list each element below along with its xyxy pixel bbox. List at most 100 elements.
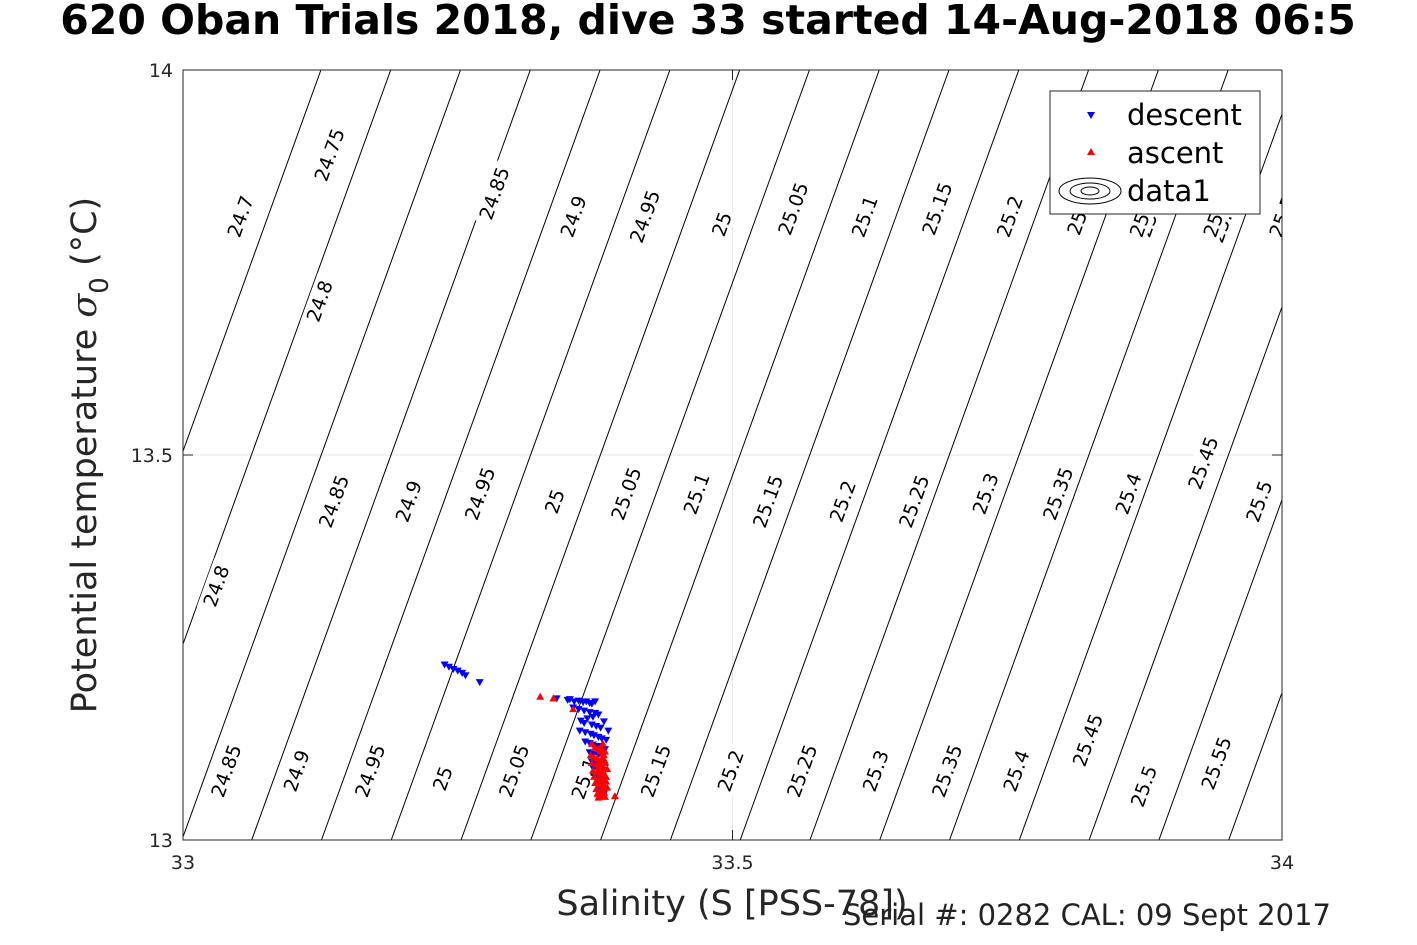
contour-label-bg [492,737,535,805]
contour-label-bg [845,188,884,245]
legend-descent-marker [1087,112,1095,119]
y-tick-label: 14 [149,60,173,82]
ascent-point [602,772,611,780]
density-contour-25.1 [600,70,880,840]
ascent-point [549,694,558,702]
contour-label-bg [823,473,862,530]
density-contour-24.8 [183,70,461,839]
contour-label-bg [220,188,260,245]
legend-contour-icon [1058,177,1122,205]
contour-label-bg [539,483,570,519]
axis-ticks: 33 33.5 34 13 13.5 14 [131,60,1294,874]
contour-label-bg [746,467,789,535]
contour-label-bg [1262,188,1282,245]
descent-point [583,715,592,723]
density-contour-25.05 [530,70,810,840]
ascent-point [596,778,605,786]
contour-label-bg [1124,757,1163,815]
contour-label-bg [1108,465,1148,522]
contour-label-bg [623,182,666,250]
x-axis-label: Salinity (S [PSS-78]) [556,884,907,924]
contour-label-bg [458,459,501,528]
legend: descent ascent data1 [1049,90,1261,215]
ascent-point [569,705,578,713]
descent-point [599,718,608,726]
contour-label-bg [1036,459,1079,528]
legend-ascent-marker [1087,148,1095,155]
contour-label-bg [915,175,959,243]
descent-point [594,711,603,719]
descent-point [453,667,462,675]
contour-label-bg [277,742,316,799]
density-contour-25.6 [1298,70,1417,840]
contour-label-bg [204,737,248,805]
contour-label-bg [472,159,516,227]
descent-point [461,672,470,680]
descent-point [585,709,594,717]
ascent-point [596,743,605,751]
density-contour-25.15 [669,70,950,840]
y-tick-label: 13.5 [131,445,173,467]
ascent-point [598,739,607,747]
contour-label-bg [1194,729,1238,797]
contour-label-bg [677,465,716,522]
contour-label-bg [300,272,339,330]
density-contour-24.9 [321,70,601,840]
legend-descent-label: descent [1127,98,1242,132]
density-contour-25.45 [1088,305,1282,840]
descent-point [440,661,449,669]
contour-label: 25.2 [823,473,862,530]
y-axis-label-unit: (°C) [65,197,105,277]
ascent-point [599,751,608,759]
series-ascent [536,692,619,801]
x-tick-label: 33.5 [711,852,753,874]
figure-title: 620 Oban Trials 2018, dive 33 started 14… [60,0,1356,44]
ascent-point [601,782,610,790]
y-axis-label-subscript: 0 [85,277,115,294]
contour-label-bg [996,742,1036,799]
x-tick-label: 33 [171,852,195,874]
ascent-point [591,779,600,787]
density-contour-25.25 [809,70,1090,840]
density-contour-25.2 [739,70,1020,840]
descent-point [596,724,605,732]
descent-point [580,719,589,727]
density-contour-24.7 [183,70,322,453]
contour-label-bg [389,473,428,530]
descent-point [604,727,613,735]
contour-label-bg [925,737,968,805]
ascent-point [590,772,599,780]
y-axis-label-text: Potential temperature [65,318,105,714]
density-contour-24.95 [390,70,671,840]
legend-ascent-label: ascent [1127,136,1223,170]
y-axis-label-sigma: σ [65,293,105,318]
contour-label-bg [604,459,648,528]
contour-label-bg [966,465,1005,522]
contour-label-bg [553,188,593,245]
descent-point [475,679,484,687]
contour-label-bg [706,206,737,242]
contour-label-bg [312,467,355,535]
density-contour-25.5 [1158,498,1282,840]
contour-label-bg [856,742,895,799]
contour-label-bg [990,188,1029,245]
density-contour-25 [460,70,741,840]
contour-label-bg [196,557,236,615]
ascent-point [587,739,596,747]
legend-box [1049,90,1261,215]
ascent-point [597,764,606,772]
density-contour-25.65 [1368,70,1417,840]
legend-contour-label: data1 [1127,174,1211,208]
ascent-point [603,765,612,773]
contour-label-bg [771,175,815,243]
descent-point [565,696,574,704]
ascent-point [587,759,596,766]
contour-label: 25 [706,206,737,242]
contour-label-bg [711,742,750,799]
contour-label-bg [427,761,458,796]
ascent-point [601,747,610,755]
x-tick-label: 34 [1270,852,1294,874]
data-series [440,661,619,801]
descent-point [444,663,453,671]
